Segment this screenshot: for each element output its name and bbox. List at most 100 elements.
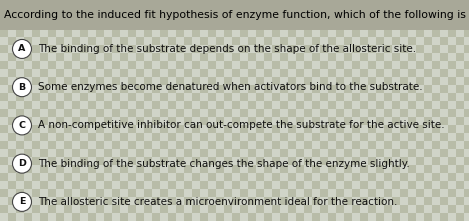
Bar — [0, 213, 8, 221]
Bar — [320, 197, 328, 205]
Bar — [424, 173, 432, 181]
Bar — [24, 69, 32, 77]
Bar — [216, 21, 224, 29]
Bar — [320, 69, 328, 77]
Bar — [112, 29, 120, 37]
Bar — [360, 213, 368, 221]
Bar — [344, 69, 352, 77]
Bar — [280, 77, 288, 85]
Bar — [64, 85, 72, 93]
Bar — [112, 125, 120, 133]
Bar — [408, 61, 416, 69]
Bar — [288, 13, 296, 21]
Bar — [72, 213, 80, 221]
Bar — [440, 117, 448, 125]
Bar — [64, 37, 72, 45]
Bar — [272, 181, 280, 189]
Bar — [16, 205, 24, 213]
Bar — [112, 77, 120, 85]
Bar — [40, 13, 48, 21]
Bar — [464, 165, 469, 173]
Bar — [104, 189, 112, 197]
Bar — [320, 37, 328, 45]
Bar — [80, 29, 88, 37]
Bar — [256, 117, 264, 125]
Bar — [312, 37, 320, 45]
Bar — [384, 69, 392, 77]
Bar — [232, 45, 240, 53]
Bar — [376, 37, 384, 45]
Bar — [32, 77, 40, 85]
Bar — [16, 13, 24, 21]
Bar — [200, 101, 208, 109]
Bar — [240, 213, 248, 221]
Bar — [280, 205, 288, 213]
Bar — [80, 141, 88, 149]
Bar — [216, 149, 224, 157]
Bar — [320, 189, 328, 197]
Bar — [376, 77, 384, 85]
Bar — [432, 21, 440, 29]
Bar — [136, 133, 144, 141]
Bar — [112, 37, 120, 45]
Bar — [192, 173, 200, 181]
Bar — [440, 213, 448, 221]
Bar — [48, 149, 56, 157]
Bar — [456, 141, 464, 149]
Bar — [280, 125, 288, 133]
Bar — [48, 69, 56, 77]
Bar — [88, 37, 96, 45]
Bar — [176, 189, 184, 197]
Bar — [336, 157, 344, 165]
Bar — [0, 101, 8, 109]
Bar — [88, 69, 96, 77]
Bar — [344, 101, 352, 109]
Bar — [304, 117, 312, 125]
Bar — [128, 0, 136, 5]
Bar — [32, 117, 40, 125]
Bar — [64, 181, 72, 189]
Bar — [408, 77, 416, 85]
Bar — [464, 37, 469, 45]
Bar — [288, 141, 296, 149]
Bar — [160, 213, 168, 221]
Bar — [152, 101, 160, 109]
Bar — [440, 197, 448, 205]
Bar — [224, 45, 232, 53]
Bar — [392, 157, 400, 165]
Bar — [144, 53, 152, 61]
Bar — [184, 213, 192, 221]
Bar — [216, 133, 224, 141]
Bar — [192, 205, 200, 213]
Bar — [320, 21, 328, 29]
Bar — [96, 181, 104, 189]
Bar — [112, 181, 120, 189]
Bar — [240, 205, 248, 213]
Bar — [280, 13, 288, 21]
Bar — [120, 189, 128, 197]
Bar — [72, 173, 80, 181]
Bar — [344, 0, 352, 5]
Bar — [80, 77, 88, 85]
Bar — [216, 205, 224, 213]
Bar — [64, 93, 72, 101]
Bar — [120, 53, 128, 61]
Bar — [344, 53, 352, 61]
Bar — [72, 133, 80, 141]
Bar — [184, 13, 192, 21]
Bar — [64, 173, 72, 181]
Bar — [136, 165, 144, 173]
Bar — [112, 149, 120, 157]
Bar — [336, 197, 344, 205]
Bar — [264, 133, 272, 141]
Bar — [80, 213, 88, 221]
Bar — [8, 61, 16, 69]
Bar — [408, 5, 416, 13]
Bar — [208, 141, 216, 149]
Bar — [104, 77, 112, 85]
Bar — [432, 213, 440, 221]
Bar — [88, 85, 96, 93]
Bar — [448, 181, 456, 189]
Bar — [416, 37, 424, 45]
Bar — [272, 205, 280, 213]
